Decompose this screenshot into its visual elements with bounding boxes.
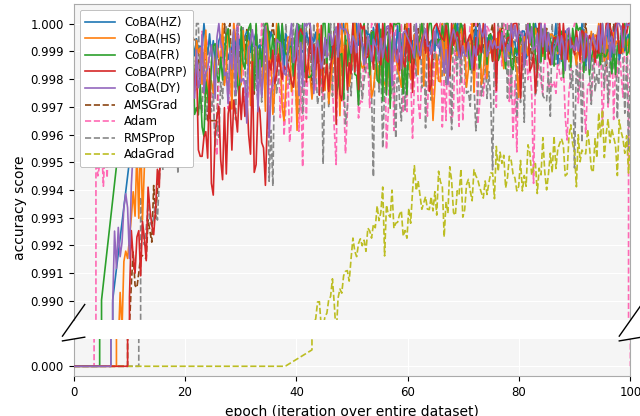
CoBA(HS) — [541, 45, 548, 50]
AMSGrad — [412, 42, 420, 47]
Adam — [403, 109, 411, 114]
Line: CoBA(HZ): CoBA(HZ) — [74, 24, 630, 416]
AMSGrad — [627, 47, 634, 52]
CoBA(HZ) — [576, 48, 584, 53]
Line: CoBA(DY): CoBA(DY) — [74, 24, 630, 416]
CoBA(HS) — [403, 21, 411, 26]
CoBA(HZ) — [200, 21, 208, 26]
CoBA(PRP) — [176, 21, 184, 26]
AMSGrad — [401, 21, 409, 26]
CoBA(FR) — [576, 25, 584, 30]
CoBA(HS) — [576, 59, 584, 64]
AMSGrad — [541, 58, 548, 63]
CoBA(PRP) — [412, 28, 420, 33]
CoBA(DY) — [627, 21, 634, 26]
Legend: CoBA(HZ), CoBA(HS), CoBA(FR), CoBA(PRP), CoBA(DY), AMSGrad, Adam, RMSProp, AdaGr: CoBA(HZ), CoBA(HS), CoBA(FR), CoBA(PRP),… — [79, 10, 193, 167]
CoBA(DY) — [401, 28, 409, 33]
Line: AdaGrad: AdaGrad — [74, 110, 630, 416]
CoBA(DY) — [168, 21, 176, 26]
CoBA(HZ) — [403, 38, 411, 43]
X-axis label: epoch (iteration over entire dataset): epoch (iteration over entire dataset) — [225, 405, 479, 416]
CoBA(HS) — [627, 52, 634, 57]
Adam — [148, 21, 156, 26]
RMSProp — [541, 96, 548, 101]
Line: CoBA(FR): CoBA(FR) — [74, 24, 630, 416]
CoBA(DY) — [576, 29, 584, 34]
RMSProp — [403, 21, 411, 26]
RMSProp — [412, 74, 420, 79]
Adam — [412, 27, 420, 32]
Line: CoBA(HS): CoBA(HS) — [74, 24, 630, 416]
CoBA(FR) — [412, 45, 420, 50]
CoBA(HS) — [401, 34, 409, 39]
Line: AMSGrad: AMSGrad — [74, 24, 630, 416]
AdaGrad — [401, 228, 409, 233]
AdaGrad — [539, 135, 547, 140]
CoBA(FR) — [403, 92, 411, 97]
CoBA(PRP) — [403, 26, 411, 31]
RMSProp — [193, 21, 200, 26]
CoBA(HS) — [412, 45, 420, 50]
CoBA(FR) — [627, 21, 634, 26]
RMSProp — [401, 108, 409, 113]
Adam — [401, 59, 409, 64]
Text: accuracy score: accuracy score — [13, 156, 27, 260]
CoBA(DY) — [541, 22, 548, 27]
Line: Adam: Adam — [74, 24, 630, 416]
CoBA(HZ) — [412, 32, 420, 37]
CoBA(HZ) — [541, 44, 548, 49]
Line: RMSProp: RMSProp — [74, 24, 630, 416]
Line: CoBA(PRP): CoBA(PRP) — [74, 24, 630, 416]
CoBA(DY) — [412, 21, 420, 26]
CoBA(HZ) — [401, 54, 409, 59]
CoBA(PRP) — [627, 21, 634, 26]
CoBA(FR) — [541, 57, 548, 62]
AdaGrad — [410, 163, 418, 168]
RMSProp — [627, 57, 634, 62]
CoBA(PRP) — [576, 57, 584, 62]
CoBA(FR) — [246, 21, 254, 26]
Adam — [541, 21, 548, 26]
CoBA(FR) — [401, 56, 409, 61]
AdaGrad — [399, 234, 407, 239]
Adam — [576, 71, 584, 76]
CoBA(DY) — [403, 34, 411, 39]
AMSGrad — [576, 57, 584, 62]
CoBA(PRP) — [541, 25, 548, 30]
CoBA(HZ) — [627, 51, 634, 56]
RMSProp — [576, 55, 584, 60]
CoBA(HS) — [219, 21, 227, 26]
AdaGrad — [598, 107, 606, 112]
AdaGrad — [575, 132, 582, 137]
AMSGrad — [403, 37, 411, 42]
AdaGrad — [627, 132, 634, 137]
AMSGrad — [221, 21, 228, 26]
CoBA(PRP) — [401, 64, 409, 69]
